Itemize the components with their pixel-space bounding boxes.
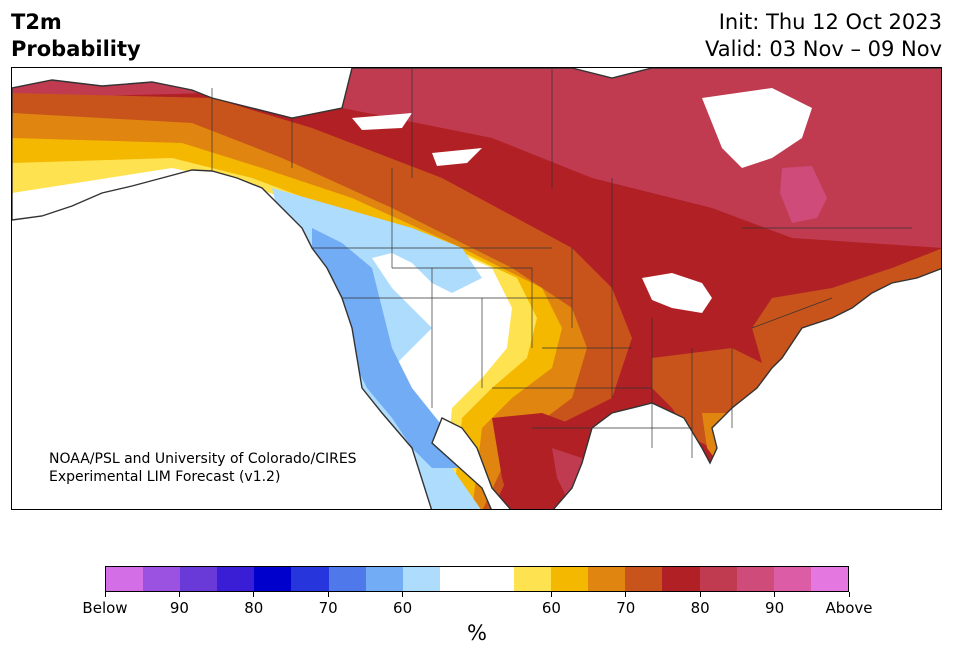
- colorbar-tick-label: 90: [169, 599, 189, 617]
- colorbar-tick-mark: [104, 592, 106, 597]
- colorbar-tick-label: 60: [393, 599, 413, 617]
- ocean: [12, 68, 941, 509]
- colorbar-swatch: [402, 567, 440, 591]
- forecast-dates: Init: Thu 12 Oct 2023 Valid: 03 Nov – 09…: [705, 9, 942, 63]
- colorbar-tick-label: Above: [825, 599, 873, 617]
- coastline: [12, 68, 941, 509]
- title-quantity: Probability: [11, 37, 141, 61]
- colorbar-tick-label: 80: [690, 599, 710, 617]
- colorbar-swatch: [514, 567, 552, 591]
- colorbar-tick-mark: [774, 592, 776, 597]
- credit-line-2: Experimental LIM Forecast (v1.2): [49, 469, 281, 485]
- credit-line-1: NOAA/PSL and University of Colorado/CIRE…: [49, 451, 357, 467]
- init-date: Init: Thu 12 Oct 2023: [718, 10, 942, 34]
- title-variable: T2m: [11, 10, 62, 34]
- colorbar-tick-mark: [625, 592, 627, 597]
- colorbar-swatch: [588, 567, 626, 591]
- great-slave-lake: [432, 148, 482, 166]
- colorbar-tick-mark: [848, 592, 850, 597]
- colorbar-swatch: [143, 567, 181, 591]
- colorbar-swatch: [291, 567, 329, 591]
- colorbar-swatch: [365, 567, 403, 591]
- map-canvas: [12, 68, 941, 509]
- colorbar-unit-label: %: [467, 621, 487, 645]
- colorbar-tick-label: 80: [244, 599, 264, 617]
- colorbar-tick-label: 70: [616, 599, 636, 617]
- hudson-bay: [702, 88, 812, 168]
- colorbar-swatch: [810, 567, 848, 591]
- colorbar-swatch: [736, 567, 774, 591]
- colorbar-swatch: [625, 567, 663, 591]
- colorbar-tick-mark: [327, 592, 329, 597]
- colorbar-swatch: [217, 567, 255, 591]
- colorbar-tick-mark: [402, 592, 404, 597]
- colorbar-tick-label: 70: [318, 599, 338, 617]
- shade-blue: [312, 228, 457, 468]
- colorbar-swatch: [180, 567, 218, 591]
- colorbar-swatch: [699, 567, 737, 591]
- colorbar-swatch: [328, 567, 366, 591]
- colorbar-tick-mark: [699, 592, 701, 597]
- colorbar-swatch: [439, 567, 477, 591]
- lake-athabasca-area: [352, 113, 412, 130]
- colorbar-swatch: [476, 567, 515, 591]
- colorbar-tick-label: 90: [765, 599, 785, 617]
- credit-text: NOAA/PSL and University of Colorado/CIRE…: [49, 450, 357, 486]
- colorbar-tick-label: 60: [541, 599, 561, 617]
- colorbar: [105, 566, 849, 592]
- colorbar-tick-mark: [550, 592, 552, 597]
- colorbar-swatch: [106, 567, 144, 591]
- plot-title: T2m Probability: [11, 9, 141, 63]
- colorbar-swatch: [551, 567, 589, 591]
- colorbar-swatch: [254, 567, 292, 591]
- shade-pink-quebec: [780, 166, 827, 223]
- colorbar-tick-mark: [253, 592, 255, 597]
- admin-border: [751, 297, 833, 329]
- colorbar-swatch: [662, 567, 700, 591]
- valid-period: Valid: 03 Nov – 09 Nov: [705, 37, 942, 61]
- colorbar-tick-label: Below: [82, 599, 128, 617]
- great-lakes: [642, 273, 712, 313]
- colorbar-tick-mark: [178, 592, 180, 597]
- probability-map: [11, 67, 942, 510]
- colorbar-swatch: [773, 567, 811, 591]
